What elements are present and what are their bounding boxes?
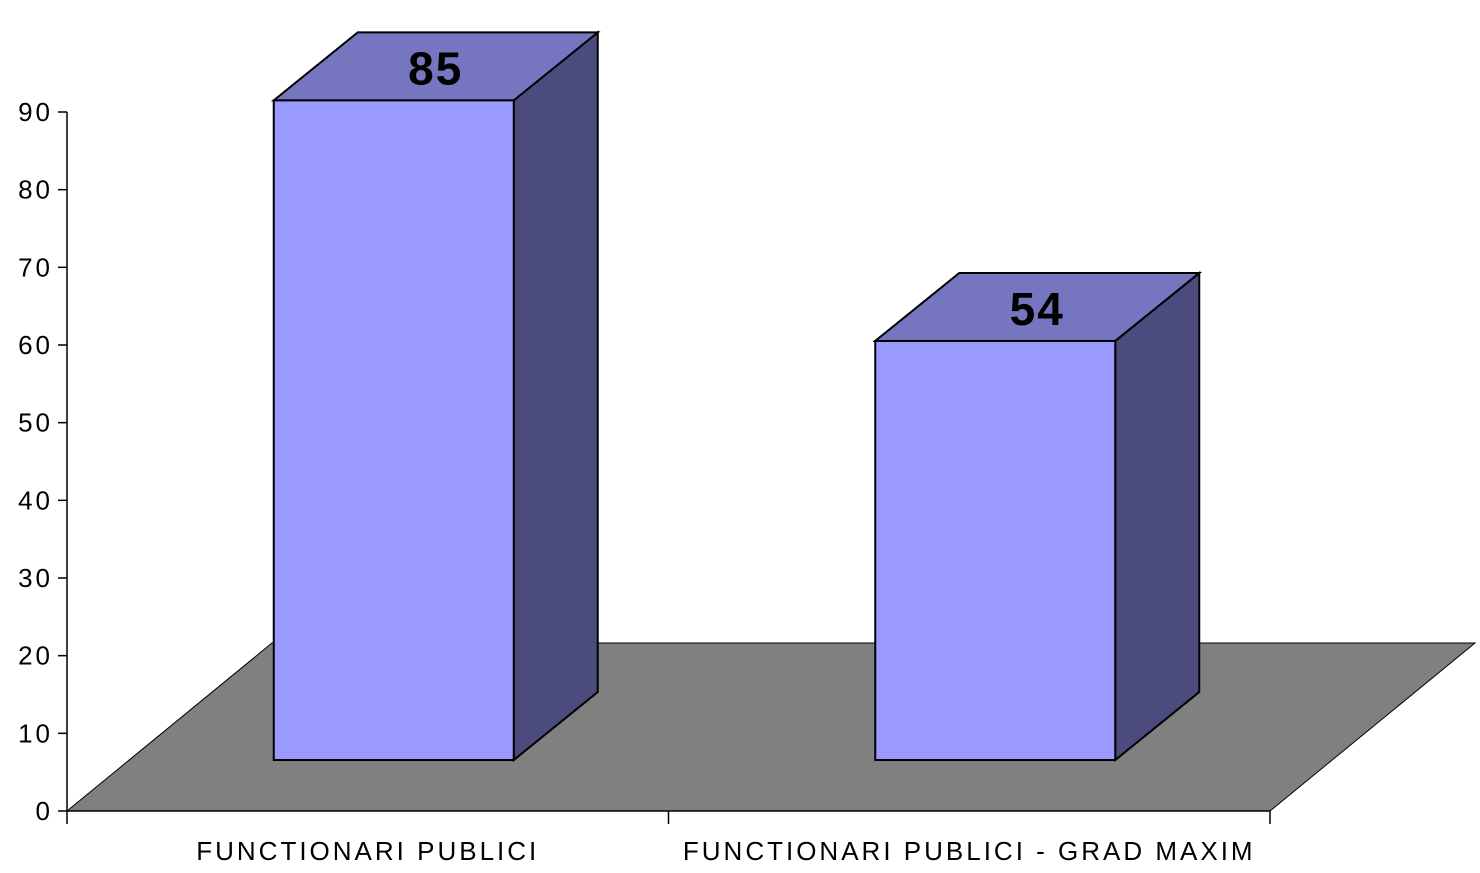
category-label: FUNCTIONARI PUBLICI (196, 836, 539, 866)
bar-side-face (1114, 270, 1201, 763)
bar (872, 270, 1203, 763)
y-tick-label: 90 (18, 97, 53, 127)
bar-side-face (512, 30, 599, 763)
data-label: 85 (408, 42, 463, 94)
y-tick-label: 10 (18, 718, 53, 748)
y-tick-label: 20 (18, 641, 53, 671)
data-labels: 85 54 (408, 42, 1065, 335)
y-tick-label: 70 (18, 252, 53, 282)
category-label: FUNCTIONARI PUBLICI - GRAD MAXIM (683, 836, 1256, 866)
x-axis-ticks (66, 811, 1271, 824)
y-tick-label: 50 (18, 408, 53, 438)
y-tick-label: 80 (18, 175, 53, 205)
y-axis-ticks: 0 10 20 30 40 50 60 70 80 90 (18, 97, 67, 826)
y-tick-label: 0 (36, 796, 53, 826)
data-label: 54 (1010, 283, 1065, 335)
bar-front-face (272, 99, 515, 761)
category-labels: FUNCTIONARI PUBLICI FUNCTIONARI PUBLICI -… (196, 836, 1256, 866)
bar-front-face (874, 339, 1117, 761)
bars (270, 30, 1203, 763)
y-tick-label: 30 (18, 563, 53, 593)
y-tick-label: 40 (18, 485, 53, 515)
y-tick-label: 60 (18, 330, 53, 360)
bar (270, 30, 601, 763)
